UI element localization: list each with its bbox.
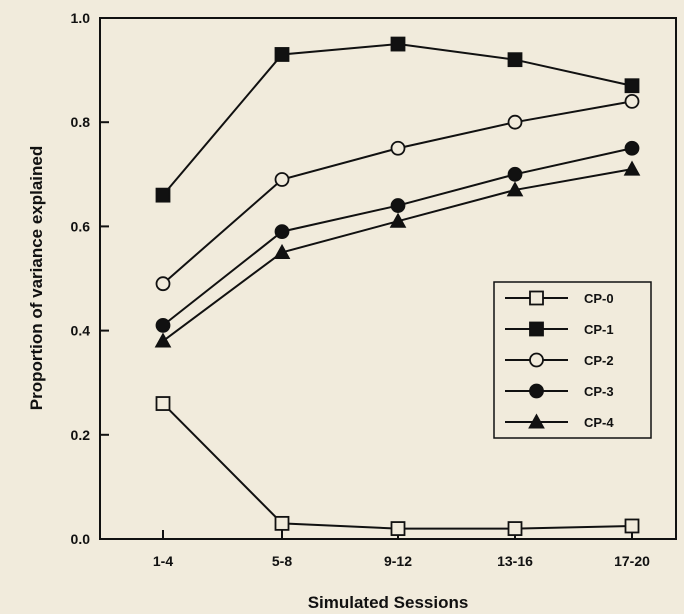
legend-label: CP-4 <box>584 415 614 430</box>
data-point-cp-3 <box>274 224 290 240</box>
x-tick-label: 5-8 <box>272 553 292 569</box>
legend-marker-cp-4 <box>528 413 545 429</box>
legend-marker-cp-0 <box>529 290 544 306</box>
data-point-cp-2 <box>390 140 406 156</box>
y-tick-label: 0.4 <box>71 323 91 339</box>
data-point-cp-3 <box>507 166 523 182</box>
data-point-cp-1 <box>274 47 290 62</box>
data-point-cp-1 <box>624 78 640 94</box>
series-line-cp-1 <box>162 43 633 196</box>
data-point-cp-4 <box>154 332 172 348</box>
data-point-cp-3 <box>390 198 406 213</box>
x-axis-title: Simulated Sessions <box>308 593 469 612</box>
data-point-cp-2 <box>155 276 171 292</box>
legend-item-cp-0: CP-0 <box>505 290 614 306</box>
y-tick-label: 0.2 <box>71 427 91 443</box>
plot-area <box>99 17 677 540</box>
plot-frame <box>99 17 677 540</box>
series-line-cp-2 <box>162 100 633 285</box>
legend-item-cp-2: CP-2 <box>505 352 614 368</box>
data-point-cp-2 <box>507 114 523 130</box>
series-layer <box>154 36 641 536</box>
series-cp-1 <box>155 36 640 203</box>
data-point-cp-2 <box>624 93 640 109</box>
y-tick-label: 0.0 <box>71 531 91 547</box>
series-cp-0 <box>155 396 640 536</box>
x-tick-label: 13-16 <box>497 553 533 569</box>
legend-label: CP-1 <box>584 322 614 337</box>
series-cp-2 <box>155 93 640 292</box>
data-point-cp-1 <box>155 187 171 203</box>
data-point-cp-1 <box>507 52 523 68</box>
data-point-cp-0 <box>274 515 290 531</box>
legend-item-cp-3: CP-3 <box>505 383 614 399</box>
series-cp-4 <box>154 160 641 348</box>
x-tick-label: 1-4 <box>153 553 173 569</box>
data-point-cp-3 <box>624 140 640 156</box>
data-point-cp-4 <box>273 243 291 259</box>
legend-item-cp-4: CP-4 <box>505 413 614 430</box>
x-tick-label: 9-12 <box>384 553 412 569</box>
y-axis-title: Proportion of variance explained <box>27 146 46 411</box>
data-point-cp-2 <box>274 172 290 187</box>
legend-label: CP-0 <box>584 291 614 306</box>
data-point-cp-4 <box>389 212 407 228</box>
data-point-cp-1 <box>390 36 406 52</box>
legend: CP-0 CP-1 CP-2 CP-3 CP-4 <box>493 281 652 439</box>
y-axis: 0.0 0.2 0.4 0.6 0.8 1.0 <box>71 10 109 547</box>
y-tick-label: 1.0 <box>71 10 91 26</box>
x-tick-label: 17-20 <box>614 553 650 569</box>
data-point-cp-3 <box>155 317 171 333</box>
y-tick-label: 0.8 <box>71 114 91 130</box>
data-point-cp-4 <box>506 181 524 197</box>
legend-marker-cp-3 <box>529 383 544 399</box>
series-cp-3 <box>155 140 640 333</box>
data-point-cp-0 <box>507 521 523 536</box>
data-point-cp-0 <box>624 518 640 534</box>
legend-label: CP-2 <box>584 353 614 368</box>
y-tick-label: 0.6 <box>71 218 91 234</box>
data-point-cp-0 <box>155 396 171 411</box>
legend-item-cp-1: CP-1 <box>505 321 614 337</box>
legend-marker-cp-1 <box>529 321 544 337</box>
x-axis: 1-4 5-8 9-12 13-16 17-20 <box>153 530 650 569</box>
data-point-cp-4 <box>623 160 641 176</box>
legend-marker-cp-2 <box>529 352 544 368</box>
legend-label: CP-3 <box>584 384 614 399</box>
data-point-cp-0 <box>390 521 406 536</box>
